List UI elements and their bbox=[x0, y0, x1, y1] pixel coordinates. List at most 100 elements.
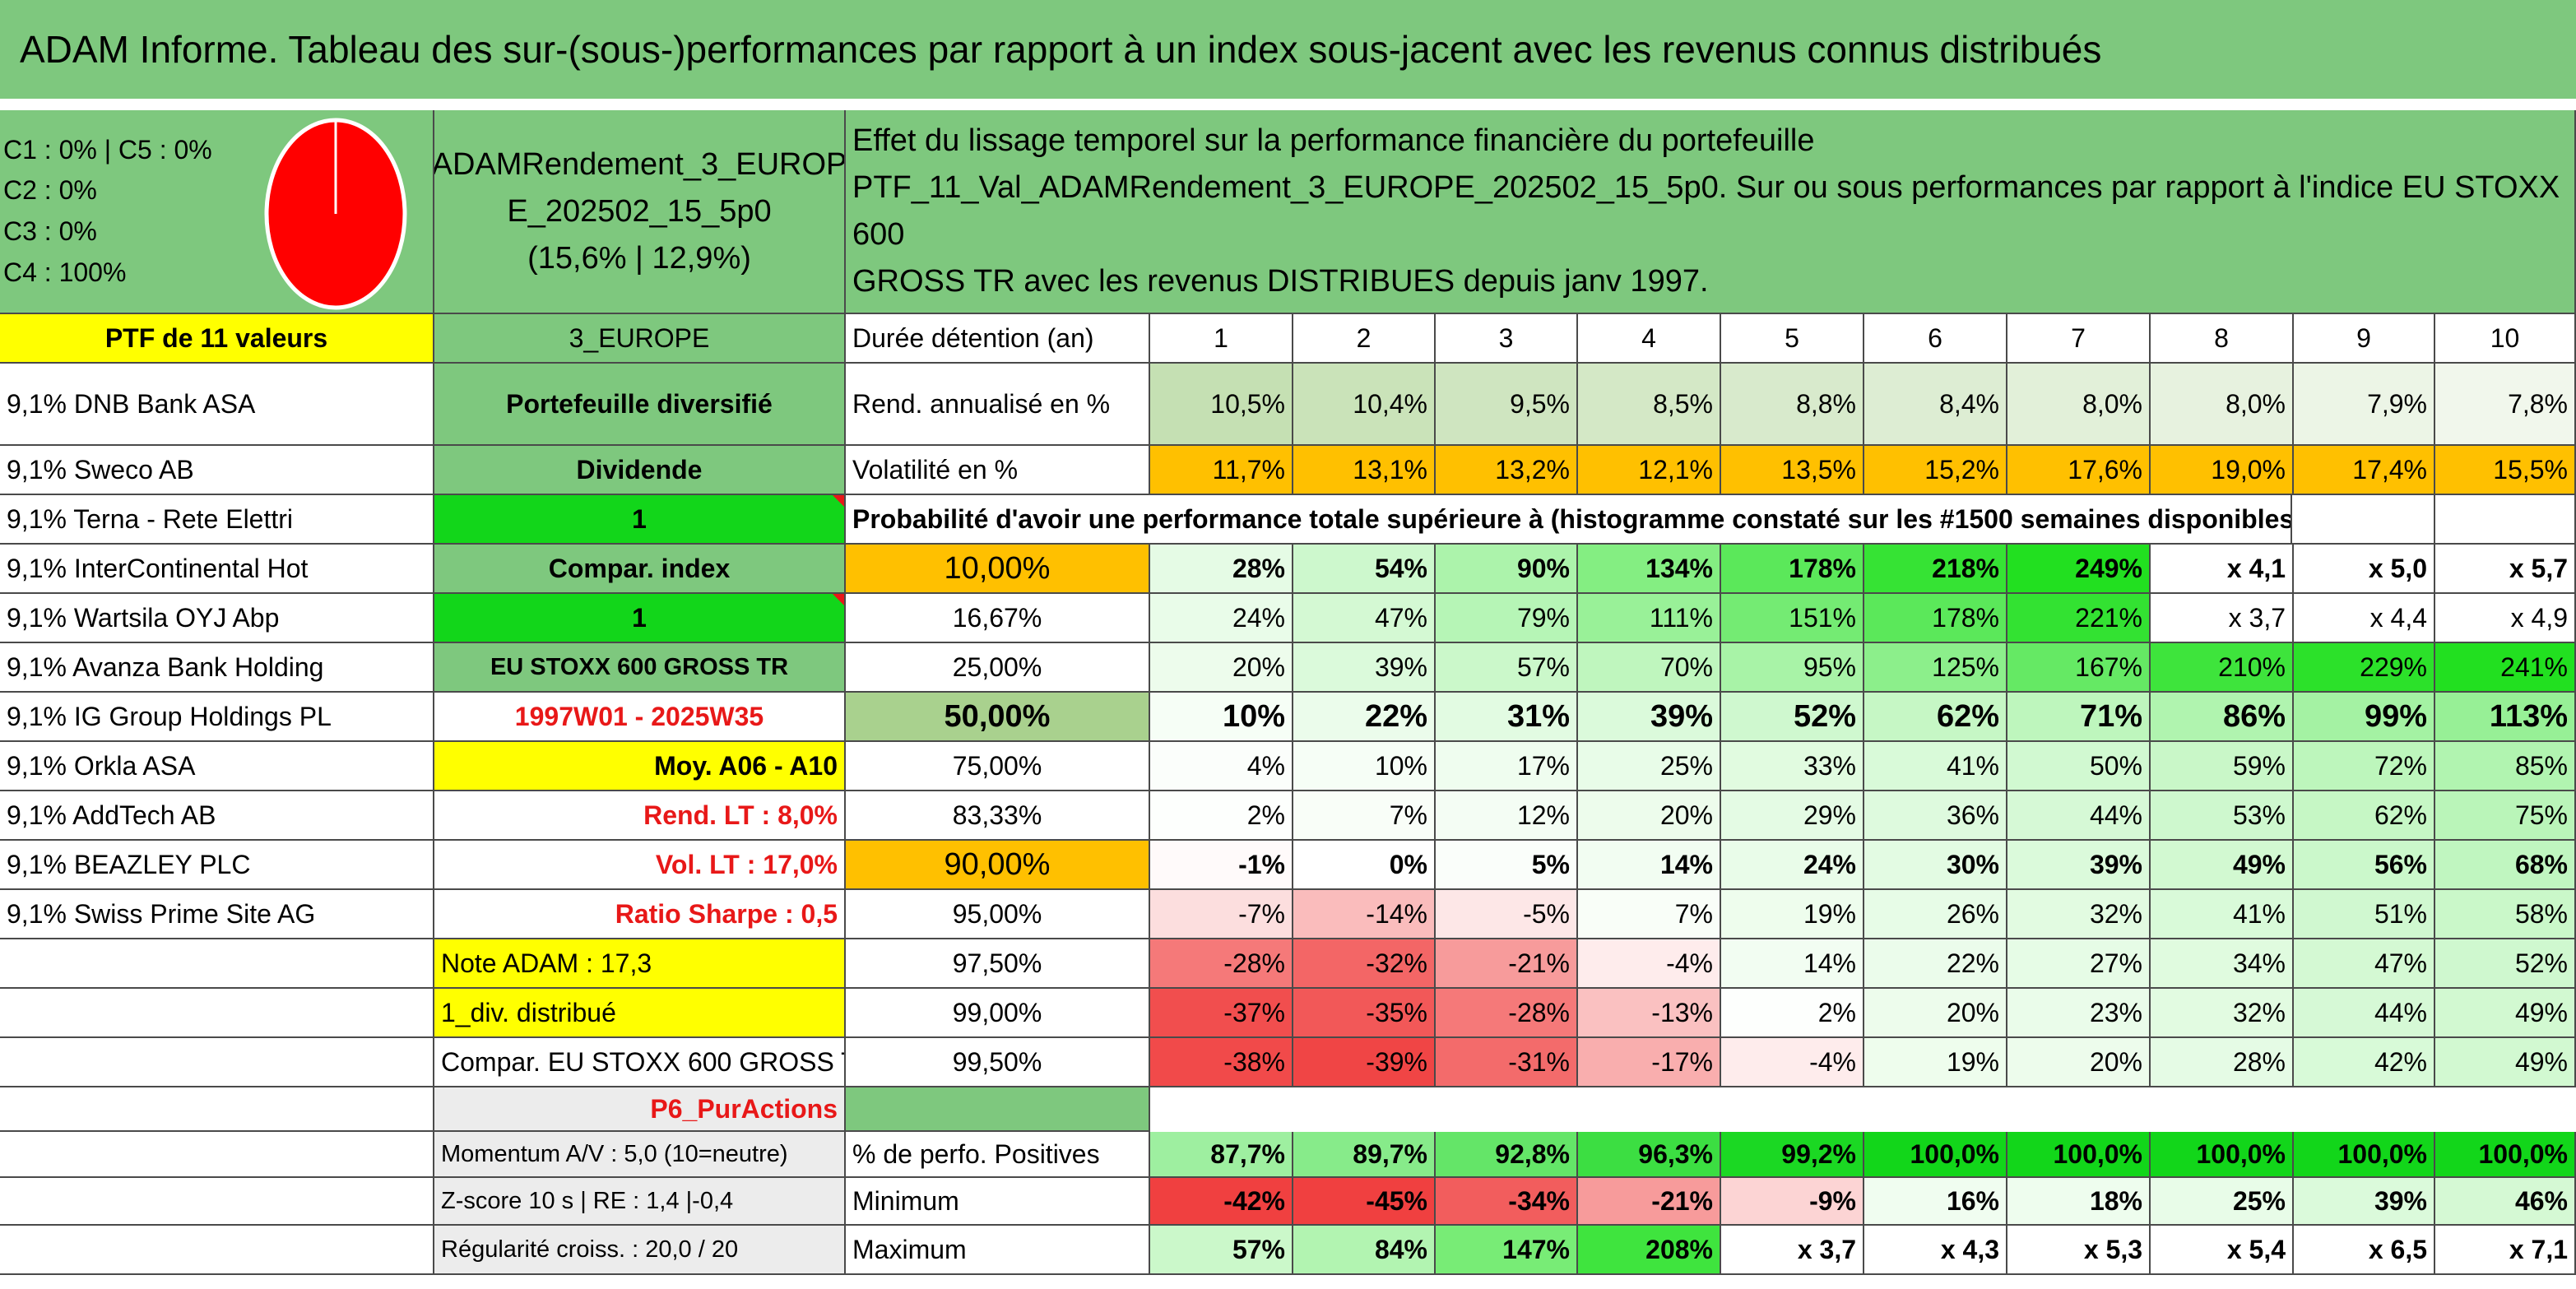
info-cell: Portefeuille diversifié bbox=[434, 364, 846, 446]
comment-marker-icon bbox=[833, 594, 844, 605]
allocation-line-3: C3 : 0% bbox=[3, 216, 97, 246]
annualized-return-cell: 10,4% bbox=[1293, 364, 1436, 446]
empty-cell bbox=[0, 1132, 434, 1178]
quantile-cell: 51% bbox=[2294, 890, 2435, 939]
volatility-cell: 13,5% bbox=[1721, 446, 1864, 495]
quantile-cell: 47% bbox=[1293, 594, 1436, 643]
annualized-return-cell: 8,4% bbox=[1864, 364, 2007, 446]
holding-item: 9,1% Orkla ASA bbox=[0, 742, 434, 791]
quantile-cell: -4% bbox=[1721, 1038, 1864, 1087]
annualized-return-label: Rend. annualisé en % bbox=[846, 364, 1150, 446]
quantile-cell: -39% bbox=[1293, 1038, 1436, 1087]
info-cell: P6_PurActions bbox=[434, 1087, 846, 1132]
quantile-cell: 24% bbox=[1150, 594, 1293, 643]
quantile-cell: 221% bbox=[2007, 594, 2151, 643]
quantile-cell: x 4,1 bbox=[2151, 545, 2294, 594]
quantile-cell: -5% bbox=[1436, 890, 1578, 939]
quantile-cell: 167% bbox=[2007, 643, 2151, 693]
minimum-cell: -42% bbox=[1150, 1178, 1293, 1226]
quantile-cell: 47% bbox=[2294, 939, 2435, 989]
quantile-cell: 2% bbox=[1721, 989, 1864, 1038]
minimum-cell: 46% bbox=[2435, 1178, 2576, 1226]
positive-perf-cell: 89,7% bbox=[1293, 1132, 1436, 1178]
quantile-cell: 26% bbox=[1864, 890, 2007, 939]
holding-item: 9,1% Avanza Bank Holding bbox=[0, 643, 434, 693]
year-header: 1 bbox=[1150, 314, 1293, 364]
quantile-cell: 86% bbox=[2151, 693, 2294, 742]
minimum-cell: 25% bbox=[2151, 1178, 2294, 1226]
volatility-cell: 15,2% bbox=[1864, 446, 2007, 495]
quantile-cell: 36% bbox=[1864, 791, 2007, 841]
volatility-cell: 17,6% bbox=[2007, 446, 2151, 495]
info-cell: 1_div. distribué bbox=[434, 989, 846, 1038]
quantile-cell: x 4,9 bbox=[2435, 594, 2576, 643]
info-cell: 1 bbox=[434, 495, 846, 545]
quantile-cell: 10% bbox=[1150, 693, 1293, 742]
maximum-cell: 57% bbox=[1150, 1226, 1293, 1275]
info-cell: Régularité croiss. : 20,0 / 20 bbox=[434, 1226, 846, 1275]
info-cell: Z-score 10 s | RE : 1,4 |-0,4 bbox=[434, 1178, 846, 1226]
year-header: 4 bbox=[1578, 314, 1721, 364]
quantile-cell: 62% bbox=[2294, 791, 2435, 841]
empty-cell bbox=[2292, 495, 2435, 545]
quantile-cell: 39% bbox=[1578, 693, 1721, 742]
quantile-cell: 62% bbox=[1864, 693, 2007, 742]
quantile-cell: 49% bbox=[2151, 841, 2294, 890]
quantile-cell: 22% bbox=[1864, 939, 2007, 989]
empty-cell bbox=[0, 989, 434, 1038]
quantile-level: 99,50% bbox=[846, 1038, 1150, 1087]
quantile-cell: 71% bbox=[2007, 693, 2151, 742]
quantile-cell: 41% bbox=[2151, 890, 2294, 939]
quantile-cell: 20% bbox=[2007, 1038, 2151, 1087]
quantile-cell: -28% bbox=[1150, 939, 1293, 989]
portfolio-name-line-1: ADAMRendement_3_EUROP bbox=[434, 146, 846, 182]
quantile-cell: 39% bbox=[1293, 643, 1436, 693]
volatility-label: Volatilité en % bbox=[846, 446, 1150, 495]
info-cell: 1 bbox=[434, 594, 846, 643]
minimum-cell: -45% bbox=[1293, 1178, 1436, 1226]
volatility-cell: 11,7% bbox=[1150, 446, 1293, 495]
positive-perf-cell: 100,0% bbox=[2007, 1132, 2151, 1178]
minimum-label: Minimum bbox=[846, 1178, 1150, 1226]
quantile-cell: 41% bbox=[1864, 742, 2007, 791]
holding-item: 9,1% InterContinental Hot bbox=[0, 545, 434, 594]
year-header: 8 bbox=[2151, 314, 2294, 364]
quantile-cell: -14% bbox=[1293, 890, 1436, 939]
quantile-cell: 52% bbox=[2435, 939, 2576, 989]
volatility-cell: 12,1% bbox=[1578, 446, 1721, 495]
holding-item: 9,1% IG Group Holdings PL bbox=[0, 693, 434, 742]
quantile-cell: 125% bbox=[1864, 643, 2007, 693]
minimum-cell: 16% bbox=[1864, 1178, 2007, 1226]
quantile-cell: 20% bbox=[1150, 643, 1293, 693]
quantile-cell: 7% bbox=[1293, 791, 1436, 841]
title-separator bbox=[0, 99, 2576, 110]
empty-cell bbox=[0, 939, 434, 989]
positive-perf-cell: 100,0% bbox=[1864, 1132, 2007, 1178]
quantile-cell: 14% bbox=[1721, 939, 1864, 989]
description-line-1: Effet du lissage temporel sur la perform… bbox=[852, 123, 1815, 158]
quantile-cell: -28% bbox=[1436, 989, 1578, 1038]
info-cell: Compar. EU STOXX 600 GROSS TR bbox=[434, 1038, 846, 1087]
quantile-cell: 75% bbox=[2435, 791, 2576, 841]
info-cell: Ratio Sharpe : 0,5 bbox=[434, 890, 846, 939]
info-cell: 1997W01 - 2025W35 bbox=[434, 693, 846, 742]
holding-period-label: Durée détention (an) bbox=[846, 314, 1150, 364]
info-cell: Dividende bbox=[434, 446, 846, 495]
quantile-cell: 32% bbox=[2007, 890, 2151, 939]
quantile-cell: 30% bbox=[1864, 841, 2007, 890]
positive-perf-cell: 100,0% bbox=[2151, 1132, 2294, 1178]
quantile-cell: x 4,4 bbox=[2294, 594, 2435, 643]
quantile-cell: 68% bbox=[2435, 841, 2576, 890]
quantile-cell: 49% bbox=[2435, 1038, 2576, 1087]
maximum-cell: x 5,3 bbox=[2007, 1226, 2151, 1275]
positive-perf-cell: 100,0% bbox=[2294, 1132, 2435, 1178]
positive-perf-label: % de perfo. Positives bbox=[846, 1132, 1150, 1178]
annualized-return-cell: 8,0% bbox=[2151, 364, 2294, 446]
maximum-cell: x 6,5 bbox=[2294, 1226, 2435, 1275]
year-header: 7 bbox=[2007, 314, 2151, 364]
allocation-line-4: C4 : 100% bbox=[3, 257, 127, 287]
quantile-cell: -13% bbox=[1578, 989, 1721, 1038]
quantile-cell: 134% bbox=[1578, 545, 1721, 594]
probability-label: Probabilité d'avoir une performance tota… bbox=[846, 495, 2292, 545]
